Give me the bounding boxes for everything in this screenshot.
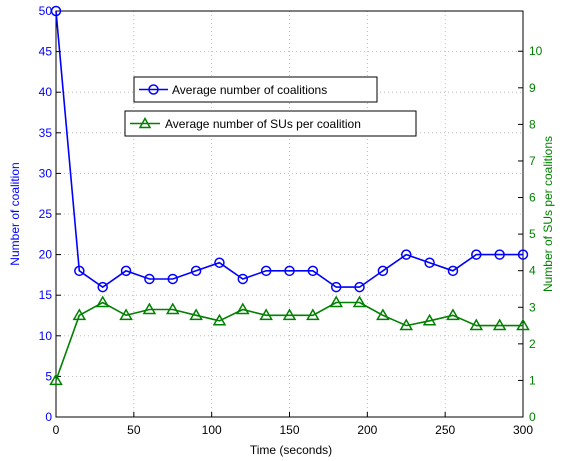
data-point-triangle: [212, 313, 227, 326]
grid-lines: [56, 11, 523, 417]
data-point-triangle: [329, 295, 344, 308]
left-y-tick-label: 35: [39, 126, 53, 140]
legend-box: [133, 76, 378, 103]
data-point-circle: [237, 273, 249, 285]
data-point-circle: [284, 265, 295, 277]
data-point-circle: [74, 265, 85, 277]
data-point-circle: [120, 265, 132, 277]
right-y-tick-label: 1: [529, 373, 536, 387]
left-y-tick-label: 10: [39, 329, 53, 343]
x-axis-label: Time (seconds): [250, 443, 332, 457]
data-point-circle: [471, 249, 482, 260]
data-point-circle: [424, 257, 435, 268]
legend-label-coalitions: Average number of coalitions: [172, 83, 327, 97]
series-line: [55, 301, 523, 381]
data-point-circle: [144, 273, 155, 285]
x-tick-label: 250: [435, 423, 455, 437]
data-point-triangle: [352, 295, 367, 308]
data-point-circle: [190, 265, 202, 277]
series-layer: [49, 5, 530, 386]
data-point-circle: [330, 281, 342, 293]
right-y-tick-label: 2: [529, 337, 536, 351]
x-tick-label: 300: [513, 423, 533, 437]
data-point-triangle: [399, 318, 414, 331]
data-point-triangle: [95, 295, 110, 308]
left-y-tick-label: 0: [45, 410, 52, 424]
legend-label-sus: Average number of SUs per coalition: [165, 117, 361, 131]
left-y-tick-label: 15: [39, 288, 53, 302]
x-tick-label: 0: [53, 423, 60, 437]
right-y-tick-label: 3: [529, 300, 536, 314]
right-y-tick-label: 4: [529, 264, 536, 278]
data-point-circle: [214, 257, 225, 268]
left-y-tick-label: 25: [39, 207, 53, 221]
data-point-circle: [494, 249, 505, 260]
right-y-tick-label: 8: [529, 117, 536, 131]
data-point-circle: [377, 265, 389, 277]
right-y-tick-label: 7: [529, 154, 536, 168]
right-y-axis-label: Number of SUs per coalitions: [541, 136, 555, 292]
left-y-tick-label: 5: [45, 369, 52, 383]
data-point-triangle: [49, 373, 63, 386]
legend-marker-triangle: [138, 116, 152, 129]
x-tick-label: 50: [127, 423, 141, 437]
data-point-triangle: [469, 318, 484, 331]
left-y-tick-label: 40: [39, 85, 53, 99]
right-y-axis: 0 1 2 3 4 5 6 7 8 9 10: [518, 44, 543, 424]
data-point-triangle: [235, 302, 250, 315]
data-point-triangle: [282, 308, 297, 321]
left-y-tick-label: 30: [39, 166, 53, 180]
data-point-triangle: [306, 308, 320, 321]
data-point-circle: [50, 5, 62, 17]
data-point-circle: [307, 265, 319, 277]
data-point-circle: [354, 281, 365, 293]
right-y-tick-label: 5: [529, 227, 536, 241]
series-sus-per-coalition: [49, 295, 530, 386]
data-point-triangle: [422, 313, 437, 326]
data-point-triangle: [165, 302, 180, 315]
legend-entry-sus-per-coalition: Average number of SUs per coalition: [124, 110, 417, 137]
data-point-circle: [447, 265, 459, 277]
legend-entry-coalitions: Average number of coalitions: [133, 76, 378, 103]
data-point-triangle: [259, 308, 273, 321]
left-y-axis: 0 5 10 15 20 25 30 35 40 45 50: [39, 4, 61, 424]
data-point-triangle: [142, 302, 157, 315]
data-point-triangle: [189, 308, 203, 321]
data-point-triangle: [72, 308, 87, 321]
data-point-circle: [401, 249, 412, 260]
right-y-tick-label: 10: [529, 44, 543, 58]
series-line: [55, 10, 523, 289]
series-coalitions: [50, 5, 529, 293]
left-y-tick-label: 50: [39, 4, 53, 18]
x-tick-label: 100: [202, 423, 222, 437]
data-point-circle: [260, 265, 272, 277]
left-y-axis-label: Number of coalition: [8, 162, 22, 265]
data-point-triangle: [119, 308, 133, 321]
left-y-tick-label: 20: [39, 248, 53, 262]
legend-marker-circle: [148, 84, 159, 95]
right-y-tick-label: 6: [529, 191, 536, 205]
data-point-triangle: [516, 318, 530, 331]
right-y-tick-label: 9: [529, 81, 536, 95]
data-point-circle: [517, 249, 529, 260]
x-axis: 0 50 100 150 200 250 300: [53, 412, 533, 437]
data-point-triangle: [492, 318, 507, 331]
data-point-circle: [167, 273, 178, 285]
x-tick-label: 200: [357, 423, 377, 437]
data-point-triangle: [376, 308, 390, 321]
data-point-circle: [97, 281, 108, 293]
data-point-triangle: [446, 308, 460, 321]
right-y-tick-label: 0: [529, 410, 536, 424]
left-y-tick-label: 45: [39, 45, 53, 59]
legend-box: [124, 110, 417, 137]
x-tick-label: 150: [279, 423, 299, 437]
